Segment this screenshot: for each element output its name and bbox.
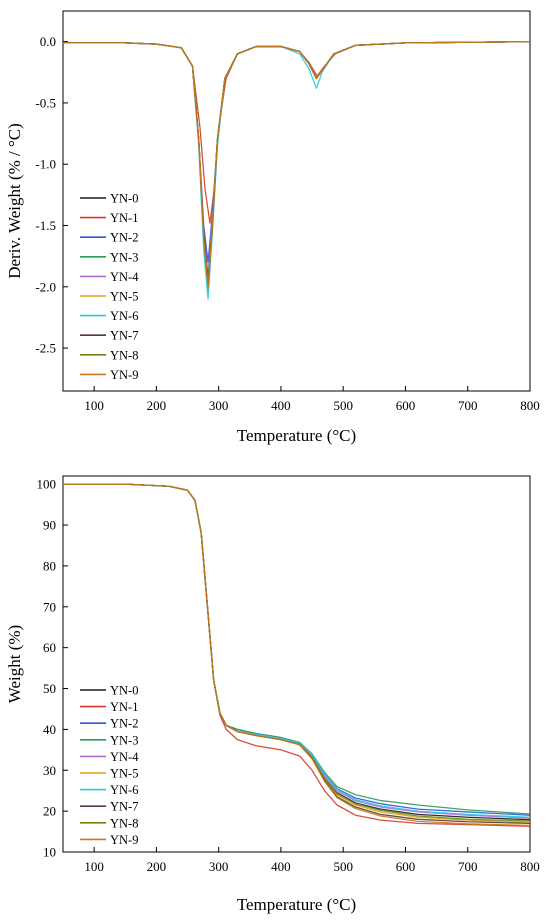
- y-tick-label: 0.0: [40, 34, 56, 49]
- legend-label: YN-0: [110, 684, 138, 698]
- legend-label: YN-5: [110, 767, 138, 781]
- y-tick-label: 60: [43, 640, 56, 655]
- legend: YN-0 YN-1 YN-2 YN-3 YN-4 YN-5 YN-6 YN-7 YN-8 YN-9: [80, 684, 139, 847]
- x-tick-label: 500: [333, 859, 353, 874]
- x-axis: 100 200 300 400 500 600 700 800: [84, 847, 540, 874]
- series-line-yn-9: [63, 483, 531, 827]
- legend-label: YN-1: [110, 211, 138, 225]
- legend: YN-0 YN-1 YN-2 YN-3 YN-4 YN-5 YN-6 YN-7 YN-8 YN-9: [80, 192, 139, 382]
- y-axis: 0.0 -0.5 -1.0 -1.5 -2.0 -2.5: [35, 34, 68, 356]
- y-axis: 10 20 30 40 50 60 70 80 90 100: [37, 477, 68, 860]
- y-axis-label: Deriv. Weight (% / °C): [5, 123, 24, 279]
- series-line-yn-7: [63, 41, 531, 282]
- legend-label: YN-8: [110, 348, 138, 362]
- x-axis-label: Temperature (°C): [237, 895, 356, 914]
- legend-label: YN-5: [110, 290, 138, 304]
- y-tick-label: 90: [43, 518, 56, 533]
- series-line-yn-2: [63, 41, 531, 263]
- legend-label: YN-8: [110, 816, 138, 830]
- y-tick-label: 20: [43, 804, 56, 819]
- legend-label: YN-4: [110, 270, 139, 284]
- x-tick-label: 700: [458, 859, 478, 874]
- y-tick-label: -1.0: [35, 157, 56, 172]
- plot-frame: [62, 475, 531, 853]
- plot-frame: [62, 10, 531, 392]
- x-tick-label: 400: [271, 859, 291, 874]
- legend-label: YN-2: [110, 231, 138, 245]
- legend-label: YN-6: [110, 309, 138, 323]
- legend-label: YN-3: [110, 250, 138, 264]
- y-tick-label: -2.0: [35, 279, 56, 294]
- legend-label: YN-7: [110, 800, 138, 814]
- x-tick-label: 700: [458, 398, 478, 413]
- legend-label: YN-9: [110, 833, 138, 847]
- x-tick-label: 200: [147, 859, 167, 874]
- x-tick-label: 100: [84, 859, 104, 874]
- y-tick-label: 70: [43, 599, 56, 614]
- legend-label: YN-6: [110, 783, 138, 797]
- series-group: [63, 41, 531, 300]
- y-axis-label: Weight (%): [5, 625, 24, 703]
- legend-label: YN-0: [110, 192, 138, 206]
- series-line-yn-9: [63, 41, 531, 288]
- y-tick-label: 50: [43, 681, 56, 696]
- x-tick-label: 800: [520, 398, 540, 413]
- chart-panel-derivative: 100 200 300 400 500 600 700 800 0.0 -0.5 -1.0 -1.5…: [5, 10, 540, 445]
- y-tick-label: 80: [43, 558, 56, 573]
- x-tick-label: 300: [209, 859, 229, 874]
- y-tick-label: -2.5: [35, 341, 56, 356]
- x-tick-label: 600: [396, 398, 416, 413]
- legend-label: YN-3: [110, 733, 138, 747]
- y-tick-label: 10: [43, 845, 56, 860]
- y-tick-label: 30: [43, 763, 56, 778]
- legend-label: YN-1: [110, 700, 138, 714]
- x-axis-label: Temperature (°C): [237, 426, 356, 445]
- series-group: [63, 483, 531, 827]
- legend-label: YN-4: [110, 750, 139, 764]
- series-line-yn-3: [63, 483, 531, 815]
- legend-label: YN-7: [110, 329, 138, 343]
- x-tick-label: 500: [333, 398, 353, 413]
- legend-label: YN-9: [110, 368, 138, 382]
- y-tick-label: -1.5: [35, 218, 56, 233]
- x-axis: 100 200 300 400 500 600 700 800: [84, 386, 540, 413]
- legend-label: YN-2: [110, 717, 138, 731]
- y-tick-label: -0.5: [35, 95, 56, 110]
- x-tick-label: 100: [84, 398, 104, 413]
- x-tick-label: 400: [271, 398, 291, 413]
- chart-panel-weight: 100 200 300 400 500 600 700 800 10 20 30 40 50 60 70 8…: [5, 475, 540, 914]
- x-tick-label: 200: [147, 398, 167, 413]
- y-tick-label: 100: [37, 477, 57, 492]
- x-tick-label: 300: [209, 398, 229, 413]
- y-tick-label: 40: [43, 722, 56, 737]
- x-tick-label: 800: [520, 859, 540, 874]
- x-tick-label: 600: [396, 859, 416, 874]
